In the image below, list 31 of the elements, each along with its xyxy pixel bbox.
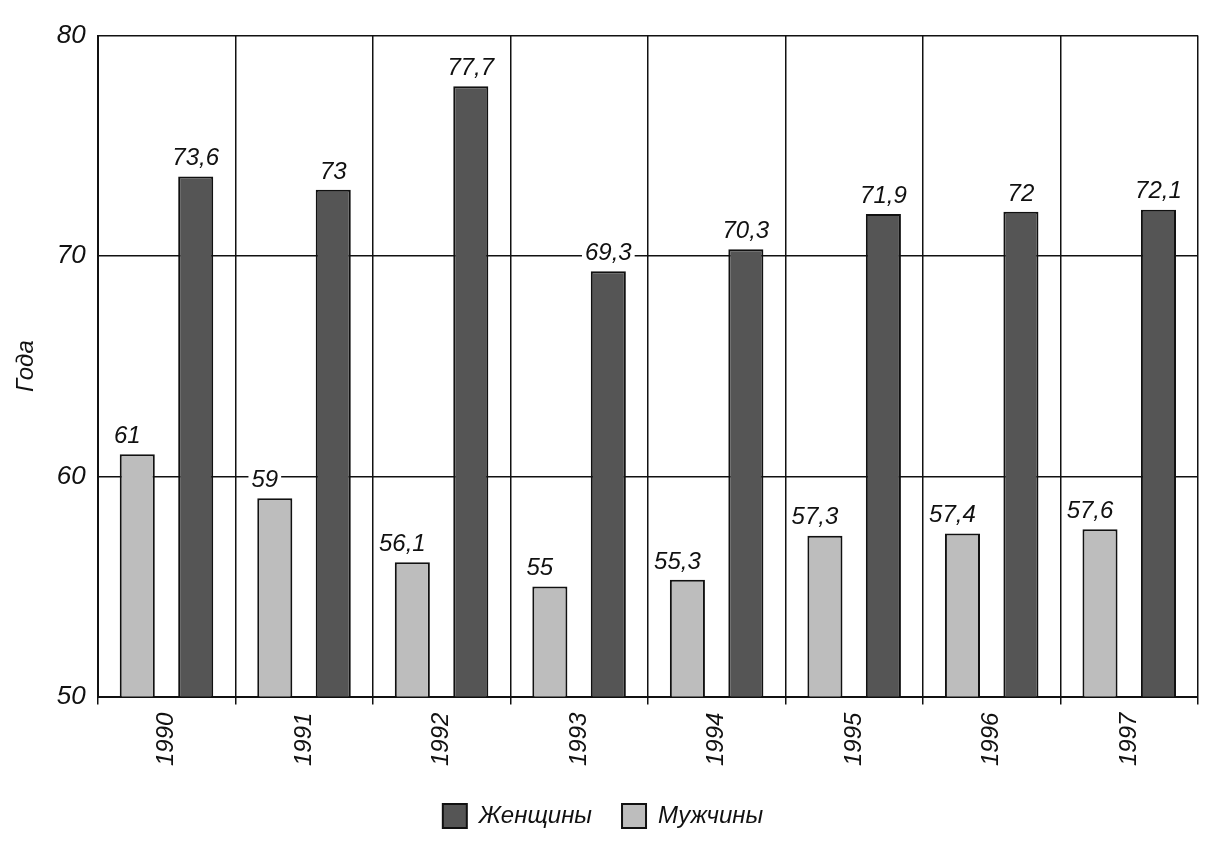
y-tick-label: 50 — [56, 679, 87, 710]
data-label: 61 — [113, 420, 141, 448]
data-label: 59 — [251, 464, 279, 492]
data-label: 71,9 — [860, 180, 907, 208]
data-label: 55 — [526, 553, 554, 581]
x-tick-label: 1995 — [838, 711, 866, 766]
data-label: 70,3 — [722, 216, 770, 243]
data-label: 72 — [1007, 178, 1035, 206]
data-label: 56,1 — [378, 528, 426, 556]
legend-label: Женщины — [477, 800, 593, 828]
data-label: 69,3 — [584, 238, 633, 266]
x-tick-label: 1997 — [1113, 710, 1141, 766]
y-tick-label: 60 — [56, 459, 87, 490]
x-tick-label: 1993 — [563, 711, 591, 766]
y-tick-label: 70 — [56, 239, 87, 270]
data-label: 57,4 — [929, 500, 976, 528]
data-label: 57,3 — [791, 502, 839, 530]
legend-label: Мужчины — [658, 800, 764, 828]
x-tick-label: 1994 — [701, 712, 729, 766]
x-tick-label: 1996 — [976, 711, 1004, 766]
x-tick-label: 1992 — [426, 712, 454, 766]
data-label: 57,6 — [1066, 495, 1115, 523]
data-label: 73,6 — [172, 143, 220, 171]
y-axis-title: Года — [11, 340, 39, 392]
x-tick-label: 1991 — [288, 712, 316, 766]
data-label: 77,7 — [447, 52, 496, 80]
data-label: 73 — [319, 156, 348, 184]
x-tick-label: 1990 — [151, 711, 179, 766]
data-label: 55,3 — [654, 546, 702, 574]
data-label: 72,1 — [1135, 176, 1182, 204]
y-tick-label: 80 — [56, 18, 87, 49]
